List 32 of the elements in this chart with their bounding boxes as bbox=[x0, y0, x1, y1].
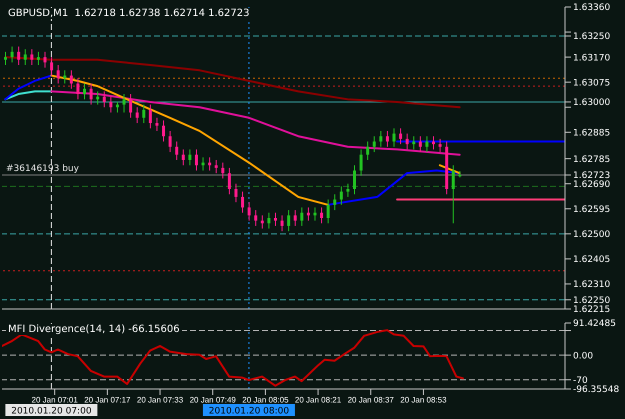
x-tick-label: 20 Jan 08:21 bbox=[294, 396, 342, 405]
y-tick-label: -70 bbox=[573, 376, 588, 386]
y-tick-label: 1.62885 bbox=[573, 128, 610, 138]
y-tick-label: -96.35548 bbox=[573, 385, 620, 396]
ref-line-label: 2010.01.20 08:00 bbox=[208, 406, 290, 416]
y-tick-label: 1.62250 bbox=[573, 296, 610, 306]
y-tick-label: 1.62500 bbox=[573, 230, 610, 240]
y-tick-label: 1.62215 bbox=[573, 305, 610, 316]
ref-line-label: 2010.01.20 07:00 bbox=[11, 406, 92, 416]
x-tick-label: 20 Jan 08:05 bbox=[242, 396, 290, 405]
y-tick-label: 1.62785 bbox=[573, 154, 610, 165]
ref-line-label: #36146193 buy bbox=[6, 164, 80, 174]
chart-title: GBPUSD,M1 1.62718 1.62738 1.62714 1.62723 bbox=[6, 8, 252, 19]
y-tick-label: 1.63170 bbox=[573, 53, 610, 64]
x-tick-label: 20 Jan 07:33 bbox=[136, 396, 184, 405]
y-tick-label: 1.62595 bbox=[573, 204, 610, 215]
y-tick-label: 1.63075 bbox=[573, 78, 610, 88]
chart-title: MFI Divergence(14, 14) -66.15606 bbox=[6, 324, 182, 335]
y-tick-label: 1.62405 bbox=[573, 255, 610, 266]
x-tick-label: 20 Jan 07:01 bbox=[32, 396, 78, 405]
y-tick-label: 0.00 bbox=[573, 351, 594, 362]
y-tick-label: 1.62723 bbox=[573, 171, 610, 182]
x-tick-label: 20 Jan 08:53 bbox=[400, 396, 448, 405]
x-tick-label: 20 Jan 07:17 bbox=[84, 396, 132, 405]
y-tick-label: 1.63360 bbox=[573, 3, 610, 14]
y-tick-label: 1.62310 bbox=[573, 280, 610, 290]
y-tick-label: 1.63000 bbox=[573, 98, 610, 108]
x-tick-label: 20 Jan 08:37 bbox=[348, 396, 394, 405]
y-tick-label: 91.42485 bbox=[573, 319, 616, 330]
y-tick-label: 1.62690 bbox=[573, 180, 610, 190]
y-tick-label: 1.63250 bbox=[573, 32, 610, 42]
x-tick-label: 20 Jan 07:49 bbox=[190, 396, 236, 405]
